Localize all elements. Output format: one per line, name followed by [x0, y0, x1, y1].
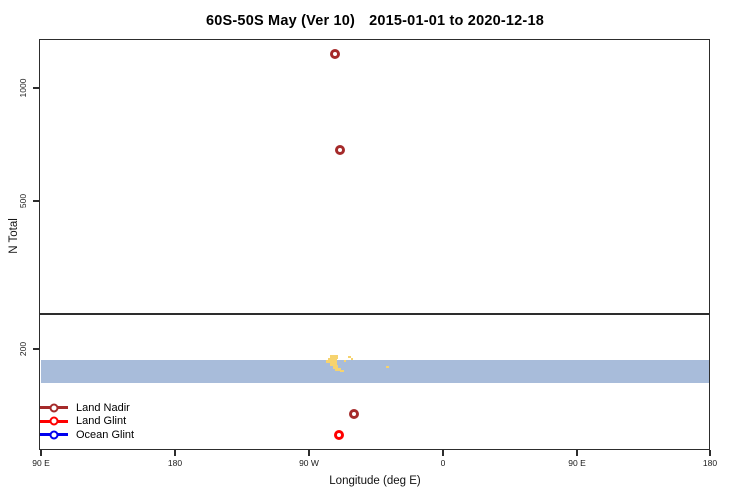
land-mark	[386, 366, 389, 368]
x-tick-label: 90 E	[568, 458, 586, 468]
legend-label: Land Glint	[76, 415, 127, 428]
legend-symbol	[40, 430, 68, 440]
data-point-land-glint	[334, 430, 344, 440]
y-tick-mark	[33, 348, 39, 350]
legend-label: Land Nadir	[76, 401, 130, 414]
land-mark	[326, 360, 329, 363]
x-tick-mark	[576, 450, 578, 456]
legend-label: Ocean Glint	[76, 428, 135, 441]
legend: Land Nadir Land Glint Ocean Glint	[40, 401, 134, 442]
y-tick-label: 1000	[18, 78, 28, 98]
ocean-strip	[40, 360, 709, 383]
data-point-land-nadir	[335, 145, 345, 155]
y-tick-mark	[33, 200, 39, 202]
chart-title: 60S-50S May (Ver 10) 2015-01-01 to 2020-1…	[0, 13, 750, 29]
y-tick-mark	[33, 87, 39, 89]
x-tick-mark	[709, 450, 711, 456]
land-mark	[330, 355, 338, 359]
x-tick-label: 180	[702, 458, 718, 468]
chart-title-right: 2015-01-01 to 2020-12-18	[369, 13, 544, 29]
legend-circle-icon	[49, 430, 59, 440]
x-tick-mark	[174, 450, 176, 456]
y-axis-label: N Total	[8, 218, 20, 254]
x-axis-label: Longitude (deg E)	[329, 475, 421, 487]
land-mark	[328, 358, 337, 363]
x-tick-label: 90 W	[299, 458, 319, 468]
legend-symbol	[40, 416, 68, 426]
x-tick-label: 180	[167, 458, 183, 468]
x-tick-label: 0	[440, 458, 446, 468]
x-tick-mark	[308, 450, 310, 456]
land-mark	[344, 360, 346, 362]
land-mark	[330, 362, 337, 366]
land-mark	[351, 358, 353, 360]
x-tick-label: 90 E	[32, 458, 50, 468]
land-mark	[340, 370, 344, 372]
land-mark	[333, 365, 338, 369]
legend-item-ocean-glint: Ocean Glint	[40, 428, 134, 442]
chart-title-left: 60S-50S May (Ver 10)	[206, 13, 356, 29]
legend-circle-icon	[49, 403, 59, 413]
x-tick-mark	[442, 450, 444, 456]
legend-item-land-nadir: Land Nadir	[40, 401, 134, 415]
reference-line	[40, 313, 709, 315]
land-mark	[348, 356, 351, 358]
y-tick-label: 500	[18, 193, 28, 209]
plot-area	[39, 39, 710, 450]
legend-symbol	[40, 403, 68, 413]
legend-item-land-glint: Land Glint	[40, 415, 134, 429]
data-point-land-nadir	[330, 49, 340, 59]
x-tick-mark	[40, 450, 42, 456]
data-point-land-nadir	[349, 409, 359, 419]
land-mark	[335, 368, 341, 371]
y-tick-label: 200	[18, 341, 28, 357]
legend-circle-icon	[49, 416, 59, 426]
